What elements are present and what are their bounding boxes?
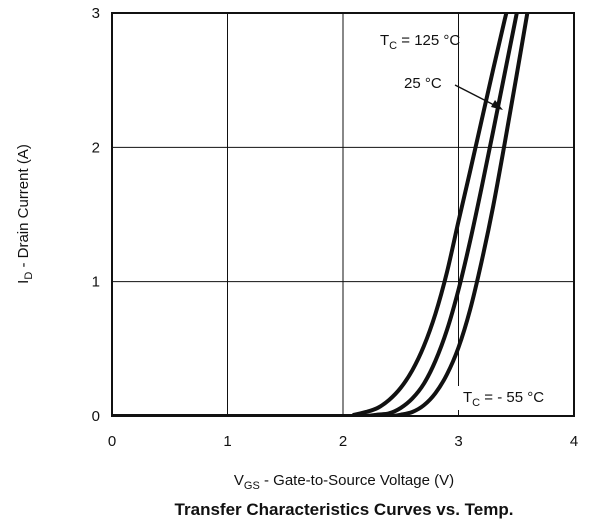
series-line-125c — [112, 13, 509, 416]
x-tick-label: 2 — [339, 433, 347, 450]
y-tick-label: 3 — [92, 5, 100, 22]
annotation-tc-minus55-bg — [458, 386, 570, 410]
x-tick-label: 3 — [454, 433, 462, 450]
annotation-tc-125-rest: = 125 °C — [397, 32, 460, 49]
series-line-25c — [112, 13, 519, 416]
annotation-25c: 25 °C — [404, 75, 442, 92]
series-line-minus55c — [112, 13, 530, 416]
y-tick-label: 0 — [92, 408, 100, 425]
annotation-25c-text: 25 °C — [404, 75, 442, 92]
annotation-tc-125-sub: C — [389, 40, 397, 52]
annotation-tc-125: TC = 125 °C — [380, 32, 460, 52]
annotation-tc-minus55-main: T — [463, 389, 472, 406]
x-axis-label-sub: GS — [244, 480, 260, 492]
annotation-25c-arrowhead — [491, 100, 503, 110]
y-axis-label-rest: - Drain Current (A) — [15, 144, 32, 272]
annotation-tc-minus55: TC = - 55 °C — [463, 389, 544, 409]
y-tick-label: 1 — [92, 274, 100, 291]
x-axis-label-rest: - Gate-to-Source Voltage (V) — [260, 472, 454, 489]
annotation-tc-125-main: T — [380, 32, 389, 49]
x-tick-label: 4 — [570, 433, 578, 450]
y-tick-label: 2 — [92, 139, 100, 156]
y-axis-label-sub: D — [23, 272, 35, 280]
x-tick-label: 0 — [108, 433, 116, 450]
annotation-25c-pointer — [454, 84, 497, 107]
y-axis-label: ID - Drain Current (A) — [15, 144, 35, 284]
series-lines — [112, 13, 530, 416]
plot-frame — [111, 12, 575, 417]
axis-ticks: 0 1 2 3 4 0 1 2 3 — [92, 5, 579, 450]
chart-title: Transfer Characteristics Curves vs. Temp… — [175, 500, 514, 519]
x-axis-label-main: V — [234, 472, 244, 489]
x-axis-label: VGS - Gate-to-Source Voltage (V) — [234, 472, 454, 492]
y-axis-label-main: I — [15, 280, 32, 284]
annotation-tc-minus55-rest: = - 55 °C — [480, 389, 544, 406]
x-tick-label: 1 — [223, 433, 231, 450]
annotation-tc-minus55-sub: C — [472, 397, 480, 409]
